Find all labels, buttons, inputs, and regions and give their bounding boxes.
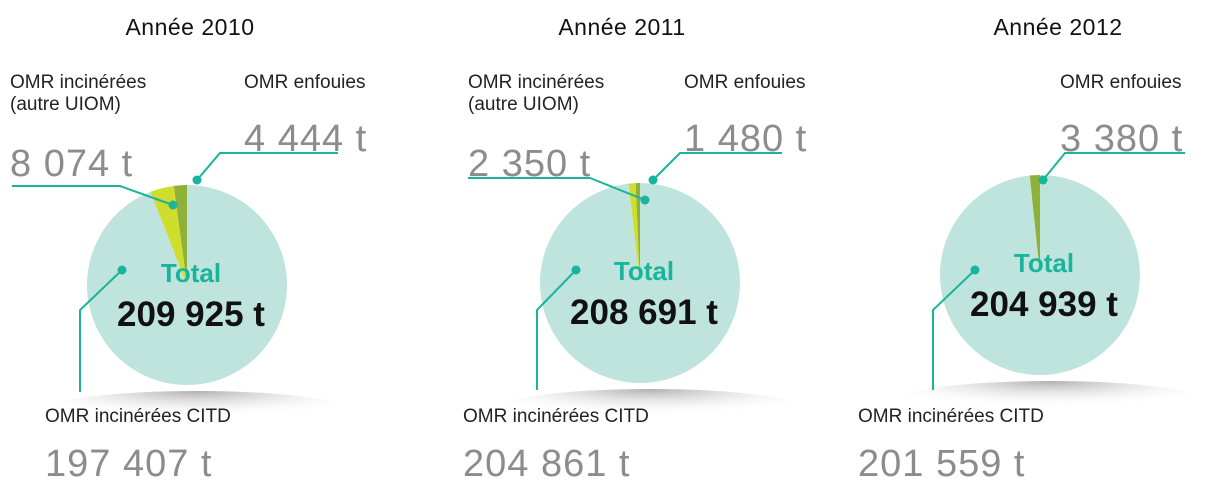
pie-shadow — [490, 389, 810, 433]
leader-dot — [571, 265, 581, 275]
leader-line — [468, 177, 646, 201]
pie-shadow — [890, 381, 1210, 425]
chart-title: Année 2012 — [993, 14, 1123, 40]
pie-slice — [635, 183, 640, 283]
leader-line — [932, 269, 976, 390]
leader-dot — [970, 265, 980, 275]
total-label: Total — [160, 258, 222, 288]
pie-slice — [939, 175, 1140, 375]
chart-title: Année 2011 — [558, 14, 686, 40]
total-label: Total — [1013, 248, 1075, 278]
value-label: 2 350 t — [468, 143, 592, 185]
category-label: OMR incinérées CITD — [463, 406, 649, 427]
leader-dot — [640, 195, 650, 205]
pie-slice — [1029, 175, 1040, 275]
category-label: OMR incinérées CITD — [858, 406, 1044, 427]
category-label: OMR enfouies — [244, 72, 366, 93]
value-label: 3 380 t — [1060, 118, 1184, 160]
leader-dot — [168, 200, 178, 210]
total-value: 208 691 t — [570, 293, 718, 332]
leader-dot — [192, 175, 202, 185]
leader-line — [652, 152, 782, 181]
leader-dot — [648, 175, 658, 185]
value-label: 8 074 t — [10, 143, 134, 185]
total-label: Total — [613, 256, 675, 286]
leader-line — [536, 269, 577, 390]
leader-dot — [1038, 175, 1048, 185]
value-label: 201 559 t — [858, 443, 1026, 485]
category-label: OMR enfouies — [684, 72, 806, 93]
pie-slice — [628, 183, 640, 283]
leader-line — [79, 269, 123, 392]
category-label: OMR incinérées (autre UIOM) — [468, 72, 605, 115]
value-label: 204 861 t — [463, 443, 631, 485]
pie-shadow — [37, 391, 357, 435]
total-value: 204 939 t — [970, 285, 1118, 324]
category-label: OMR incinérées (autre UIOM) — [10, 72, 147, 115]
leader-dot — [117, 265, 127, 275]
value-label: 197 407 t — [45, 443, 213, 485]
value-label: 4 444 t — [244, 118, 368, 160]
chart-title: Année 2010 — [125, 14, 255, 40]
value-label: 1 480 t — [684, 118, 808, 160]
pie-slice — [87, 185, 288, 385]
leader-line — [1042, 152, 1185, 181]
leader-line — [196, 152, 338, 181]
leader-line — [12, 185, 174, 206]
total-value: 209 925 t — [117, 295, 265, 334]
pie-slice — [150, 185, 187, 285]
category-label: OMR incinérées CITD — [45, 406, 231, 427]
category-label: OMR enfouies — [1060, 72, 1182, 93]
pie-slice — [173, 185, 187, 285]
pie-slice — [540, 183, 740, 383]
